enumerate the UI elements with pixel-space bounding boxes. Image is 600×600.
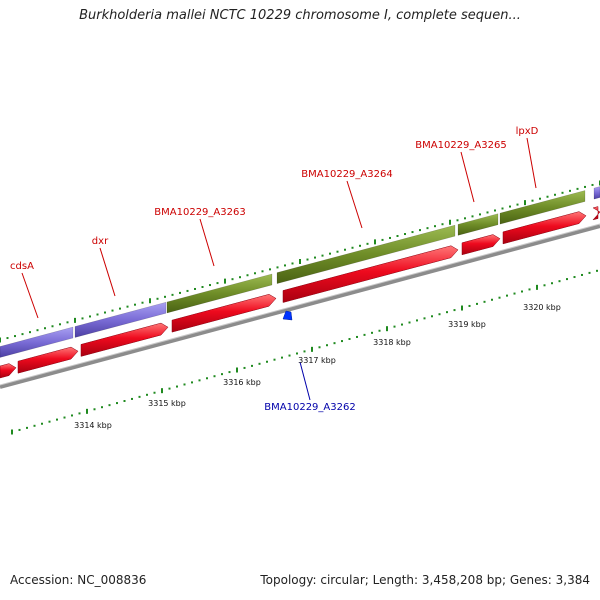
gene-label-cdsa: cdsA (10, 261, 34, 272)
gene-callout-line (346, 180, 363, 229)
gene-callout-line (460, 151, 475, 203)
outer-tick-row (0, 180, 600, 343)
backbone-highlight (0, 223, 600, 386)
gene-arrow (282, 245, 459, 303)
gene-arrow (502, 211, 587, 245)
gene-label-dxr: dxr (92, 236, 109, 247)
axis-tick-label: 3320 kbp (523, 303, 561, 312)
axis-tick-label: 3317 kbp (298, 356, 336, 365)
genome-summary: Topology: circular; Length: 3,458,208 bp… (260, 573, 590, 587)
reverse-gene-track (282, 310, 293, 321)
gene-arrow (592, 206, 600, 221)
gene-arrow (461, 234, 501, 256)
gene-arrow (17, 346, 79, 374)
axis-tick-labels: 3314 kbp 3315 kbp 3316 kbp 3317 kbp 3318 kbp… (74, 303, 561, 430)
gene-callout-line (21, 272, 39, 319)
axis-tick-label: 3315 kbp (148, 399, 186, 408)
gene-callout-line (299, 361, 311, 401)
gene-label-bma10229_a3263: BMA10229_A3263 (154, 207, 245, 218)
gene-arrow (80, 322, 169, 357)
accession-label: Accession: NC_008836 (10, 573, 147, 587)
axis-tick-label: 3319 kbp (448, 320, 486, 329)
gene-callout-line (526, 137, 537, 189)
feature-bar-olive (457, 213, 499, 236)
reverse-gene-arrow (282, 310, 293, 321)
gene-arrow (0, 363, 17, 379)
forward-gene-track (0, 206, 600, 379)
gene-label-bma10229_a3262: BMA10229_A3262 (264, 402, 355, 413)
feature-bar-olive (499, 190, 586, 225)
gene-label-lpxd: lpxD (516, 126, 539, 137)
gene-label-bma10229_a3264: BMA10229_A3264 (301, 169, 392, 180)
inner-tick-row (11, 269, 598, 435)
feature-bar-purple (593, 186, 600, 200)
feature-track (0, 186, 600, 358)
page-title: Burkholderia mallei NCTC 10229 chromosom… (79, 8, 521, 23)
feature-bar-purple (74, 301, 167, 338)
feature-bar-purple (0, 326, 74, 358)
axis-tick-label: 3314 kbp (74, 421, 112, 430)
gene-label-bma10229_a3265: BMA10229_A3265 (415, 140, 506, 151)
sequence-backbone (0, 223, 600, 389)
feature-bar-olive (166, 273, 273, 314)
axis-tick-label: 3318 kbp (373, 338, 411, 347)
feature-bar-olive (276, 224, 456, 284)
gene-callouts: cdsA dxr BMA10229_A3263 BMA10229_A3264 BMA10… (10, 126, 539, 413)
gene-arrow (171, 293, 277, 333)
backbone-line (0, 224, 600, 389)
gene-callout-line (99, 247, 116, 297)
gene-callout-line (199, 218, 215, 267)
axis-tick-label: 3316 kbp (223, 378, 261, 387)
